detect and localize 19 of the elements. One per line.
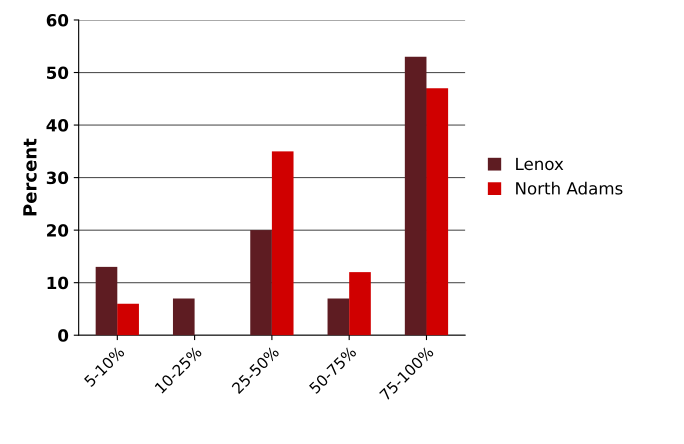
y-tick-label: 10 (48, 276, 68, 290)
y-tick-label: 20 (47, 224, 68, 237)
bar (426, 88, 448, 336)
y-axis-title: Percent (23, 138, 37, 216)
bar (349, 272, 371, 336)
legend-label: North Adams (516, 182, 622, 195)
y-tick-label: 0 (58, 329, 68, 342)
y-tick-label: 60 (46, 14, 68, 27)
bar (250, 230, 272, 336)
bar (328, 298, 350, 336)
bar (172, 298, 195, 336)
y-tick-label: 40 (46, 119, 68, 132)
y-tick-label: 50 (47, 66, 68, 80)
bar (272, 151, 294, 336)
y-tick-label: 30 (46, 172, 68, 184)
legend-label: Lenox (516, 158, 564, 170)
bar (96, 266, 118, 336)
bar (117, 304, 139, 336)
bar (404, 56, 426, 336)
